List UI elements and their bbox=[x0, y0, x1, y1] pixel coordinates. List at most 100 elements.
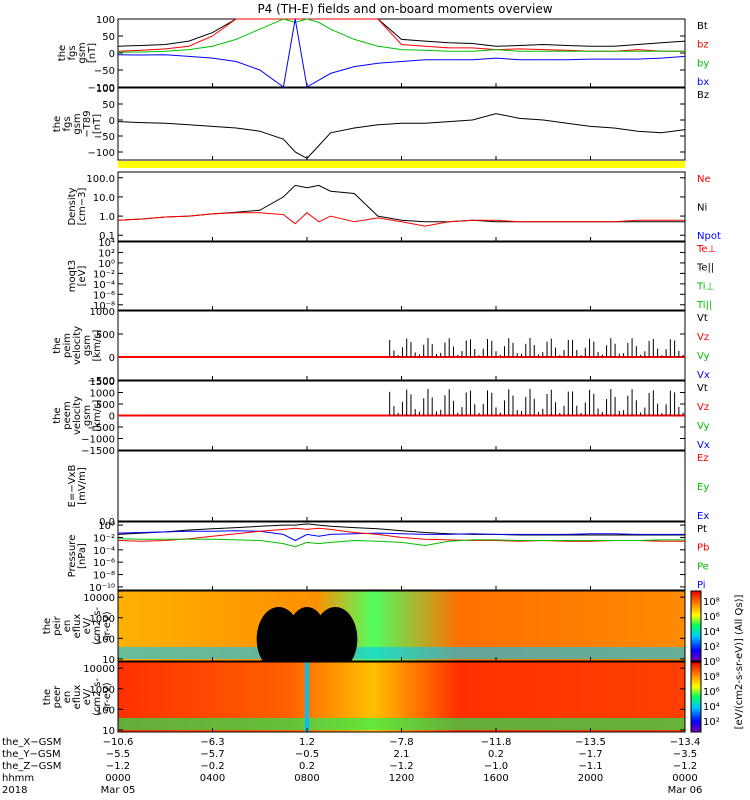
y-tick-label: 0.0 bbox=[99, 517, 115, 528]
y-tick-label: 0 bbox=[109, 412, 115, 423]
y-tick-label: 1500 bbox=[90, 377, 115, 388]
legend-entry: Ex bbox=[697, 511, 709, 522]
legend-entry: Ey bbox=[697, 482, 709, 493]
y-axis-label: eflux bbox=[72, 614, 83, 639]
y-axis-label: [km/s] bbox=[92, 329, 103, 361]
y-tick-label: 10⁻⁶ bbox=[93, 290, 115, 301]
series-pressure-Pb bbox=[117, 527, 685, 542]
y-tick-label: 10 bbox=[102, 726, 115, 737]
legend-entry: Vx bbox=[697, 370, 710, 381]
legend-entry: Vx bbox=[697, 440, 710, 451]
y-tick-label: −50 bbox=[94, 132, 115, 143]
x-axis-value: 1200 bbox=[389, 773, 414, 784]
y-tick-label: 10⁻¹⁰ bbox=[89, 583, 115, 594]
y-axis-label: (cm2-s- bbox=[92, 678, 103, 716]
panel-fgs-dc: 100 50 0 −50 −100 the fgs gsm −T89 [nT] Bz bbox=[52, 84, 709, 161]
y-tick-label: 100 bbox=[96, 634, 115, 645]
y-tick-label: 10⁻⁴ bbox=[93, 280, 115, 291]
y-axis-label: fgs bbox=[62, 116, 73, 131]
colorbar-tick-label: 10⁴ bbox=[703, 627, 720, 638]
colorbar-strip bbox=[690, 661, 702, 733]
y-axis-label: sr-eV) bbox=[102, 611, 113, 640]
x-axis-value: −1.0 bbox=[484, 761, 508, 772]
y-tick-label: 10⁻² bbox=[93, 269, 115, 280]
legend-entry: Pi bbox=[697, 580, 706, 591]
y-tick-label: 10.0 bbox=[93, 193, 115, 204]
colorbar-tick-label: 10² bbox=[703, 717, 720, 728]
dropout-region bbox=[313, 607, 358, 671]
x-axis-value: −1.2 bbox=[106, 761, 130, 772]
y-axis-label: [nT] bbox=[87, 43, 98, 63]
panel-fgs: 100 50 0 −50 −100 the fgs gsm [nT] Bt bz by bx bbox=[57, 15, 709, 94]
panel-efield: 0.0 E=−VxB [mV/m] Ez Ey Ex bbox=[67, 450, 709, 528]
y-axis-label: velocity bbox=[72, 326, 83, 365]
x-axis-value: −5.7 bbox=[200, 749, 224, 760]
y-axis-label: eV/ bbox=[82, 688, 93, 705]
y-axis-label: peir bbox=[52, 615, 63, 635]
y-axis-label: [nT] bbox=[92, 114, 103, 134]
series-pressure-Pe bbox=[117, 538, 685, 548]
y-tick-label: 100 bbox=[96, 84, 115, 95]
y-tick-label: 10⁰ bbox=[98, 521, 115, 532]
y-axis-label: the bbox=[52, 407, 63, 423]
y-tick-label: −500 bbox=[88, 423, 115, 434]
y-tick-label: 10⁻⁸ bbox=[93, 301, 115, 312]
x-axis-value: 0400 bbox=[200, 773, 225, 784]
y-tick-label: 10000 bbox=[83, 664, 115, 675]
y-axis-label: sr-eV) bbox=[102, 682, 113, 711]
y-tick-label: −50 bbox=[94, 66, 115, 77]
y-axis-label: −T89 bbox=[82, 110, 93, 137]
y-tick-label: 1000 bbox=[90, 389, 115, 400]
panel-frame bbox=[117, 87, 686, 161]
x-axis-row-label: 2018 bbox=[2, 785, 27, 796]
x-axis-row-label: the_Z−GSM bbox=[2, 761, 61, 772]
legend-entry: Pb bbox=[697, 543, 709, 554]
x-axis-row-label: the_X−GSM bbox=[2, 737, 61, 748]
y-axis-label: the bbox=[57, 45, 68, 61]
x-axis-value: 1.2 bbox=[299, 737, 315, 748]
y-axis-label: gsm bbox=[77, 42, 88, 63]
panel-frame bbox=[117, 18, 686, 88]
legend-entry: bx bbox=[697, 77, 709, 88]
legend-entry: Vz bbox=[697, 332, 709, 343]
legend-entry: Bt bbox=[697, 21, 708, 32]
legend-entry: Te|| bbox=[696, 263, 714, 274]
x-axis-value: 0.2 bbox=[299, 761, 315, 772]
y-axis-label: [cm−3] bbox=[77, 188, 88, 226]
x-axis-value: 0000 bbox=[105, 773, 130, 784]
legend-entry: Bz bbox=[697, 90, 709, 101]
y-tick-label: 1.0 bbox=[99, 212, 115, 223]
y-tick-label: 0 bbox=[109, 116, 115, 127]
y-axis-label: eV/ bbox=[82, 617, 93, 634]
x-axis-value: −1.1 bbox=[578, 761, 602, 772]
y-tick-label: 500 bbox=[96, 400, 115, 411]
legend-entry: Vt bbox=[697, 313, 708, 324]
colorbar: 10⁸ 10⁶ 10⁴ 10² 10⁰ 10⁸ 10⁶ 10⁴ 10² [eV/(cm2-s-sr… bbox=[690, 590, 745, 733]
y-tick-label: −100 bbox=[88, 83, 115, 94]
legend-entry: Pe bbox=[697, 561, 709, 572]
x-axis-value: 2.1 bbox=[394, 749, 410, 760]
series-pressure-Pi bbox=[117, 530, 685, 542]
y-tick-label: 10⁴ bbox=[98, 238, 115, 249]
x-axis-value: −5.5 bbox=[106, 749, 130, 760]
legend-entry: Ni bbox=[697, 203, 707, 214]
y-axis-label: [eV] bbox=[77, 266, 88, 287]
legend-entry: Ne bbox=[697, 174, 711, 185]
legend-entry: Te⊥ bbox=[696, 244, 716, 255]
x-axis-value: −1.2 bbox=[389, 761, 413, 772]
y-axis-label: Density bbox=[67, 187, 78, 225]
y-axis-label: (cm2-s- bbox=[92, 607, 103, 645]
series-fgs-dc-Bz bbox=[117, 113, 686, 160]
panel-density: 100.0 10.0 1.0 0.1 Density [cm−3] Ne Ni Npot bbox=[67, 171, 721, 242]
x-axis-value: −13.4 bbox=[670, 737, 701, 748]
panel-frame bbox=[117, 521, 686, 591]
y-tick-label: −1500 bbox=[81, 446, 115, 457]
panel-frame bbox=[117, 241, 686, 311]
x-axis-value: 2000 bbox=[578, 773, 603, 784]
panel-frame bbox=[117, 310, 686, 381]
dropout-region bbox=[256, 607, 301, 671]
x-axis-row-label: hhmm bbox=[2, 773, 34, 784]
